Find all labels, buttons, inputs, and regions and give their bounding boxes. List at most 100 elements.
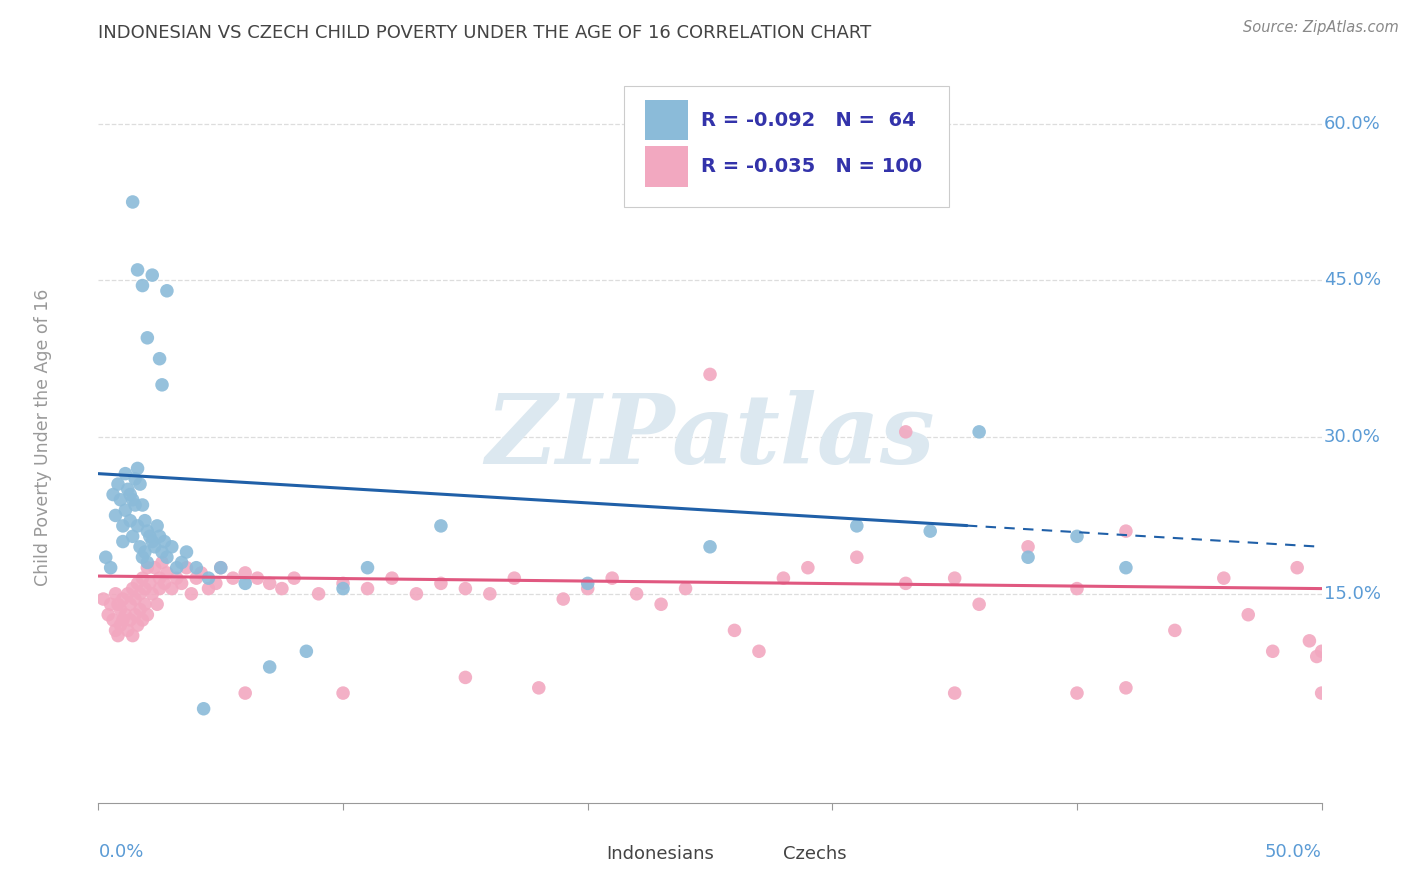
Point	[381, 571, 404, 585]
Point	[527, 681, 550, 695]
Point	[920, 524, 942, 538]
Point	[136, 607, 159, 622]
Point	[127, 576, 149, 591]
Point	[153, 534, 176, 549]
Point	[967, 597, 990, 611]
Point	[1237, 607, 1260, 622]
Point	[141, 534, 163, 549]
Point	[129, 477, 152, 491]
Point	[723, 624, 745, 638]
Point	[209, 560, 232, 574]
Text: 50.0%: 50.0%	[1265, 843, 1322, 861]
Point	[97, 607, 120, 622]
Point	[1261, 644, 1284, 658]
Point	[699, 540, 721, 554]
Text: INDONESIAN VS CZECH CHILD POVERTY UNDER THE AGE OF 16 CORRELATION CHART: INDONESIAN VS CZECH CHILD POVERTY UNDER …	[98, 24, 872, 42]
Point	[356, 560, 378, 574]
Point	[197, 582, 219, 596]
Point	[186, 571, 208, 585]
Point	[153, 576, 176, 591]
Point	[259, 576, 281, 591]
Point	[1298, 633, 1320, 648]
Point	[129, 540, 152, 554]
Point	[134, 514, 156, 528]
Point	[156, 284, 179, 298]
Point	[127, 519, 149, 533]
Point	[120, 597, 142, 611]
Point	[124, 472, 146, 486]
Point	[1115, 560, 1137, 574]
Point	[120, 487, 142, 501]
Point	[430, 519, 453, 533]
Text: 0.0%: 0.0%	[98, 843, 143, 861]
Point	[1310, 686, 1333, 700]
Point	[748, 644, 770, 658]
Point	[332, 576, 354, 591]
Bar	[564, 839, 600, 869]
Point	[283, 571, 305, 585]
Point	[332, 582, 354, 596]
Point	[943, 571, 966, 585]
Point	[193, 702, 215, 716]
Point	[166, 560, 188, 574]
Point	[134, 582, 156, 596]
Point	[131, 613, 153, 627]
Point	[1066, 529, 1088, 543]
Point	[111, 592, 134, 607]
Point	[430, 576, 453, 591]
Point	[114, 467, 136, 481]
Point	[967, 425, 990, 439]
Point	[295, 644, 318, 658]
Point	[131, 571, 153, 585]
Point	[110, 618, 132, 632]
Point	[91, 592, 114, 607]
Text: Source: ZipAtlas.com: Source: ZipAtlas.com	[1243, 20, 1399, 35]
Point	[197, 571, 219, 585]
Point	[114, 503, 136, 517]
Point	[190, 566, 212, 580]
Point	[134, 545, 156, 559]
Point	[1212, 571, 1234, 585]
Point	[259, 660, 281, 674]
Point	[150, 556, 173, 570]
Point	[308, 587, 330, 601]
Point	[166, 571, 188, 585]
Point	[136, 556, 159, 570]
Point	[270, 582, 294, 596]
Point	[104, 508, 127, 523]
Point	[170, 556, 193, 570]
Text: Child Poverty Under the Age of 16: Child Poverty Under the Age of 16	[34, 288, 52, 586]
Point	[121, 492, 143, 507]
Point	[124, 592, 146, 607]
Point	[600, 571, 623, 585]
FancyBboxPatch shape	[624, 86, 949, 207]
Point	[107, 597, 129, 611]
Point	[117, 483, 139, 497]
Text: ZIPatlas: ZIPatlas	[485, 390, 935, 484]
Bar	[645, 146, 688, 186]
Point	[139, 576, 162, 591]
Point	[120, 613, 142, 627]
Point	[136, 331, 159, 345]
Point	[1066, 686, 1088, 700]
Point	[160, 540, 183, 554]
Point	[222, 571, 245, 585]
Point	[160, 582, 183, 596]
Point	[149, 582, 172, 596]
Point	[127, 618, 149, 632]
Point	[124, 498, 146, 512]
Point	[503, 571, 526, 585]
Point	[121, 629, 143, 643]
Point	[121, 194, 143, 209]
Point	[894, 576, 917, 591]
Point	[143, 560, 166, 574]
Point	[136, 560, 159, 574]
Point	[111, 519, 134, 533]
Text: R = -0.092   N =  64: R = -0.092 N = 64	[702, 111, 917, 130]
Point	[131, 498, 153, 512]
Point	[114, 607, 136, 622]
Point	[180, 587, 202, 601]
Point	[1017, 550, 1039, 565]
Point	[110, 602, 132, 616]
Point	[101, 487, 124, 501]
